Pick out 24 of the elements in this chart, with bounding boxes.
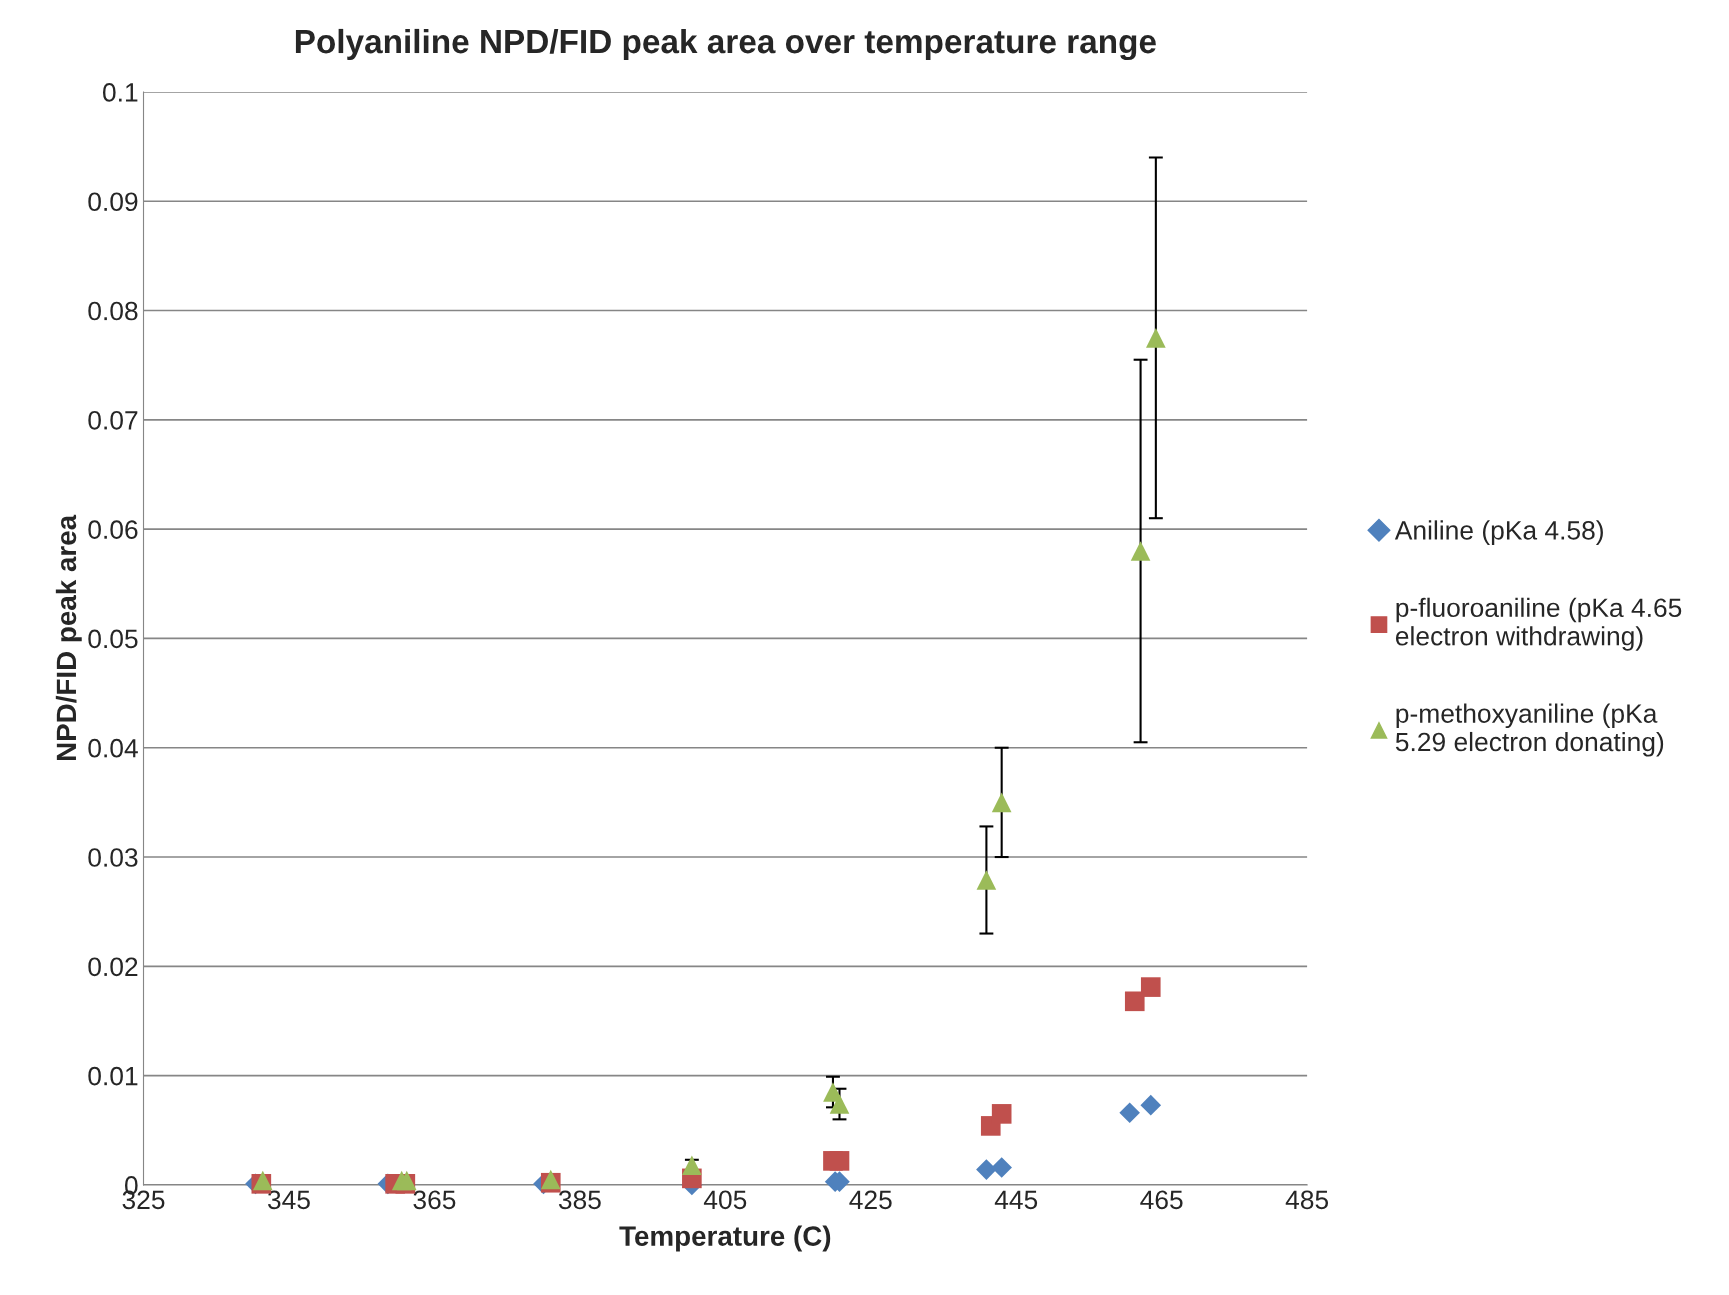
x-tick-label: 365 [413,1190,456,1210]
legend-label: p-methoxyaniline (pKa 5.29 electron donating) [1395,703,1664,757]
x-tick-label: 445 [994,1190,1038,1210]
legend-label: Aniline (pKa 4.58) [1394,520,1603,545]
x-tick-label: 465 [1140,1190,1183,1210]
x-tick-label: 485 [1285,1190,1329,1210]
y-tick-label: 0.07 [88,410,138,430]
y-tick-label: 0.05 [88,629,138,649]
x-axis-title: Temperature (C) [619,1225,831,1252]
y-tick-label: 0.1 [103,83,138,102]
y-axis-title: NPD/FID peak area [55,514,82,761]
x-tick-label: 405 [703,1190,747,1210]
y-tick-label: 0.01 [88,1066,138,1086]
y-tick-label: 0.04 [88,738,138,758]
y-tick-label: 0.03 [88,848,138,867]
y-tick-label: 0.02 [88,957,138,977]
y-tick-label: 0.06 [88,520,138,539]
chart-title: Polyaniline NPD/FID peak area over temperature range [295,28,1156,61]
legend-label: p-fluoroaniline (pKa 4.65 electron withdrawing) [1395,597,1682,651]
x-tick-label: 425 [849,1190,892,1210]
y-tick-label: 0.08 [88,301,138,321]
x-tick-label: 345 [267,1190,310,1210]
x-tick-label: 385 [558,1190,601,1210]
y-tick-label: 0.09 [88,192,138,212]
